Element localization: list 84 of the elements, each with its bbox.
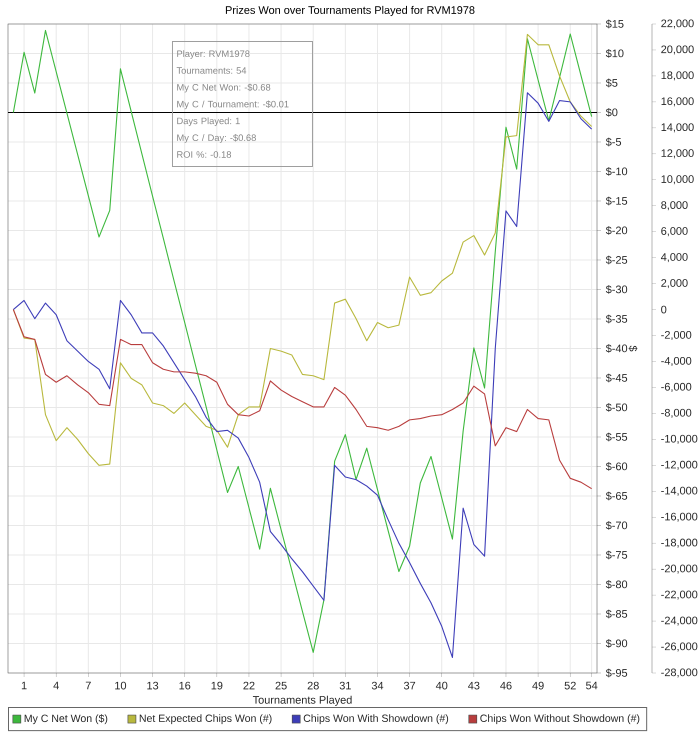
x-tick-label: 31 — [340, 682, 351, 690]
y-tick-label: $5 — [606, 78, 618, 88]
y-tick-label: $-25 — [606, 256, 628, 264]
y2-tick-label: 10,000 — [662, 175, 694, 184]
y-tick-label: $-10 — [606, 167, 628, 176]
annotation: My C / Day: -$0.68 — [177, 134, 256, 143]
annotation: Player: RVM1978 — [177, 50, 250, 59]
x-tick-label: 10 — [115, 682, 126, 690]
x-tick-label: 28 — [308, 682, 319, 690]
y-tick-label: $-15 — [606, 196, 628, 206]
chart-title: Prizes Won over Tournaments Played for RVM1978 — [226, 6, 474, 16]
y-tick-label: $-45 — [606, 374, 628, 382]
y-tick-label: $-40 — [606, 344, 628, 353]
legend-label: Chips Won Without Showdown (#) — [480, 714, 640, 724]
x-tick-label: 19 — [212, 682, 222, 690]
y2-tick-label: -8,000 — [661, 408, 692, 418]
y2-tick-label: -20,000 — [661, 564, 698, 574]
y2-tick-label: -2,000 — [661, 331, 692, 340]
x-tick-label: 49 — [532, 682, 544, 690]
annotation: My C / Tournament: -$0.01 — [177, 100, 289, 110]
y-axis-title: $ — [628, 346, 638, 352]
annotation: ROI %: -0.18 — [177, 151, 232, 158]
y2-tick-label: 0 — [661, 306, 666, 314]
y2-tick-label: -26,000 — [661, 642, 698, 652]
y-tick-label: $-70 — [606, 521, 628, 530]
annotation: My C Net Won: -$0.68 — [177, 84, 270, 92]
x-tick-label: 22 — [243, 682, 254, 690]
x-tick-label: 1 — [22, 682, 27, 690]
x-tick-label: 37 — [404, 682, 416, 690]
y2-tick-label: 12,000 — [662, 149, 694, 158]
y2-tick-label: -6,000 — [661, 382, 692, 392]
x-tick-label: 46 — [500, 682, 512, 690]
x-tick-label: 52 — [564, 682, 576, 690]
x-tick-label: 34 — [372, 682, 384, 690]
y2-tick-label: 4,000 — [660, 253, 688, 262]
y2-tick-label: -4,000 — [661, 356, 692, 366]
y-tick-label: $-50 — [606, 403, 628, 412]
y2-tick-label: 8,000 — [661, 201, 688, 210]
legend-label: Net Expected Chips Won (#) — [140, 714, 272, 724]
y-tick-label: $-65 — [606, 492, 628, 500]
x-tick-label: 43 — [468, 682, 480, 690]
annotation: Days Played: 1 — [177, 117, 240, 126]
line-series — [12, 34, 592, 466]
y2-tick-label: -22,000 — [661, 590, 698, 600]
y-tick-label: $-90 — [606, 639, 628, 648]
y2-tick-label: 20,000 — [661, 45, 694, 54]
x-tick-label: 4 — [53, 682, 59, 690]
y-tick-label: $-75 — [606, 550, 628, 560]
y-tick-label: $-5 — [606, 138, 622, 146]
line-series — [12, 309, 592, 490]
y-tick-label: $15 — [606, 20, 624, 28]
x-tick-label: 16 — [179, 682, 190, 690]
y-tick-label: $-85 — [606, 610, 628, 618]
y2-tick-label: 16,000 — [662, 97, 694, 106]
y2-tick-label: -16,000 — [661, 512, 698, 522]
x-tick-label: 13 — [147, 682, 158, 690]
legend-label: Chips Won With Showdown (#) — [304, 714, 448, 724]
y2-tick-label: -24,000 — [661, 616, 698, 626]
y-tick-label: $-20 — [606, 226, 628, 235]
y2-tick-label: 2,000 — [661, 279, 688, 288]
y-tick-label: $0 — [606, 108, 618, 117]
y-tick-label: $-55 — [606, 432, 628, 442]
x-tick-label: 54 — [586, 682, 598, 690]
y2-tick-label: 6,000 — [661, 227, 688, 236]
y-tick-label: $10 — [606, 49, 624, 58]
x-tick-label: 7 — [86, 682, 91, 690]
y2-tick-label: -10,000 — [661, 434, 698, 444]
x-tick-label: 25 — [276, 682, 287, 690]
y-tick-label: $-95 — [606, 668, 628, 678]
y-tick-label: $-80 — [606, 580, 628, 589]
x-tick-label: 40 — [436, 682, 448, 690]
y-tick-label: $-35 — [606, 314, 628, 324]
annotation: Tournaments: 54 — [176, 67, 246, 74]
legend-label: My C Net Won ($) — [24, 714, 108, 724]
y2-tick-label: 14,000 — [662, 123, 694, 132]
y2-tick-label: -12,000 — [661, 460, 698, 470]
y2-tick-label: -28,000 — [661, 668, 698, 678]
y2-tick-label: -14,000 — [661, 486, 698, 496]
x-axis-title: Tournaments Played — [252, 696, 352, 706]
y2-tick-label: 22,000 — [661, 19, 694, 29]
y2-tick-label: 18,000 — [662, 71, 694, 80]
y-tick-label: $-30 — [606, 285, 628, 294]
y2-tick-label: -18,000 — [661, 538, 698, 548]
y-tick-label: $-60 — [606, 462, 628, 471]
